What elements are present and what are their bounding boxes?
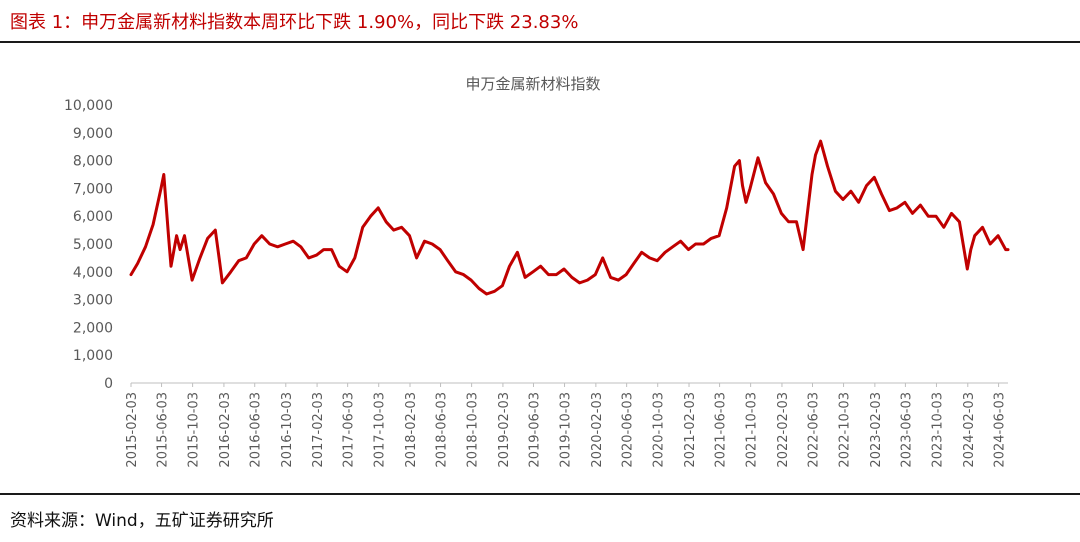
x-tick-label: 2022-06-03 xyxy=(806,392,821,468)
y-tick-label: 7,000 xyxy=(73,181,113,197)
x-tick-label: 2018-10-03 xyxy=(466,392,481,468)
x-tick-label: 2016-06-03 xyxy=(249,392,264,468)
x-tick-label: 2023-10-03 xyxy=(930,392,945,468)
y-tick-label: 1,000 xyxy=(73,348,113,364)
figure-title: 图表 1：申万金属新材料指数本周环比下跌 1.90%，同比下跌 23.83% xyxy=(10,12,579,33)
plot-area xyxy=(129,139,1010,296)
x-axis: 2015-02-03 2015-06-03 2015-10-03 2016-02-03… xyxy=(125,382,1008,468)
chart: 申万金属新材料指数 0 1,000 2,000 3,000 4,000 5,000 6,00… xyxy=(64,75,1010,468)
x-tick-label: 2015-10-03 xyxy=(187,392,202,468)
x-tick-label: 2023-06-03 xyxy=(899,392,914,468)
x-tick-label: 2015-06-03 xyxy=(156,392,171,468)
y-tick-label: 4,000 xyxy=(73,265,113,281)
x-tick-label: 2022-02-03 xyxy=(776,392,791,468)
x-tick-label: 2018-06-03 xyxy=(435,392,450,468)
source-note: 资料来源：Wind，五矿证券研究所 xyxy=(10,511,274,531)
x-tick-label: 2019-02-03 xyxy=(497,392,512,468)
index-series-line xyxy=(129,139,1010,296)
x-tick-label: 2023-02-03 xyxy=(869,392,884,468)
y-tick-label: 10,000 xyxy=(64,98,113,114)
x-tick-label: 2024-06-03 xyxy=(993,392,1008,468)
x-tick-label: 2016-02-03 xyxy=(218,392,233,468)
x-tick-label: 2019-10-03 xyxy=(559,392,574,468)
chart-title: 申万金属新材料指数 xyxy=(465,75,600,93)
y-tick-label: 6,000 xyxy=(73,209,113,225)
x-tick-label: 2018-02-03 xyxy=(404,392,419,468)
y-tick-label: 0 xyxy=(104,376,113,392)
x-tick-label: 2019-06-03 xyxy=(527,392,542,468)
bottom-rule xyxy=(0,493,1080,495)
x-tick-label: 2021-10-03 xyxy=(745,392,760,468)
x-tick-label: 2017-02-03 xyxy=(311,392,326,468)
x-tick-label: 2015-02-03 xyxy=(125,392,140,468)
x-tick-label: 2022-10-03 xyxy=(838,392,853,468)
y-tick-label: 8,000 xyxy=(73,154,113,170)
x-tick-label: 2016-10-03 xyxy=(280,392,295,468)
x-tick-label: 2020-06-03 xyxy=(621,392,636,468)
x-tick-label: 2017-06-03 xyxy=(342,392,357,468)
x-tick-label: 2017-10-03 xyxy=(373,392,388,468)
y-tick-label: 5,000 xyxy=(73,237,113,253)
top-rule xyxy=(0,41,1080,43)
y-axis: 0 1,000 2,000 3,000 4,000 5,000 6,000 7,000 8,00… xyxy=(64,98,113,392)
x-tick-label: 2024-02-03 xyxy=(962,392,977,468)
x-tick-label: 2021-06-03 xyxy=(714,392,729,468)
y-tick-label: 3,000 xyxy=(73,293,113,309)
x-tick-label: 2020-02-03 xyxy=(590,392,605,468)
x-tick-label: 2021-02-03 xyxy=(683,392,698,468)
y-tick-label: 9,000 xyxy=(73,126,113,142)
x-tick-label: 2020-10-03 xyxy=(652,392,667,468)
y-tick-label: 2,000 xyxy=(73,320,113,336)
